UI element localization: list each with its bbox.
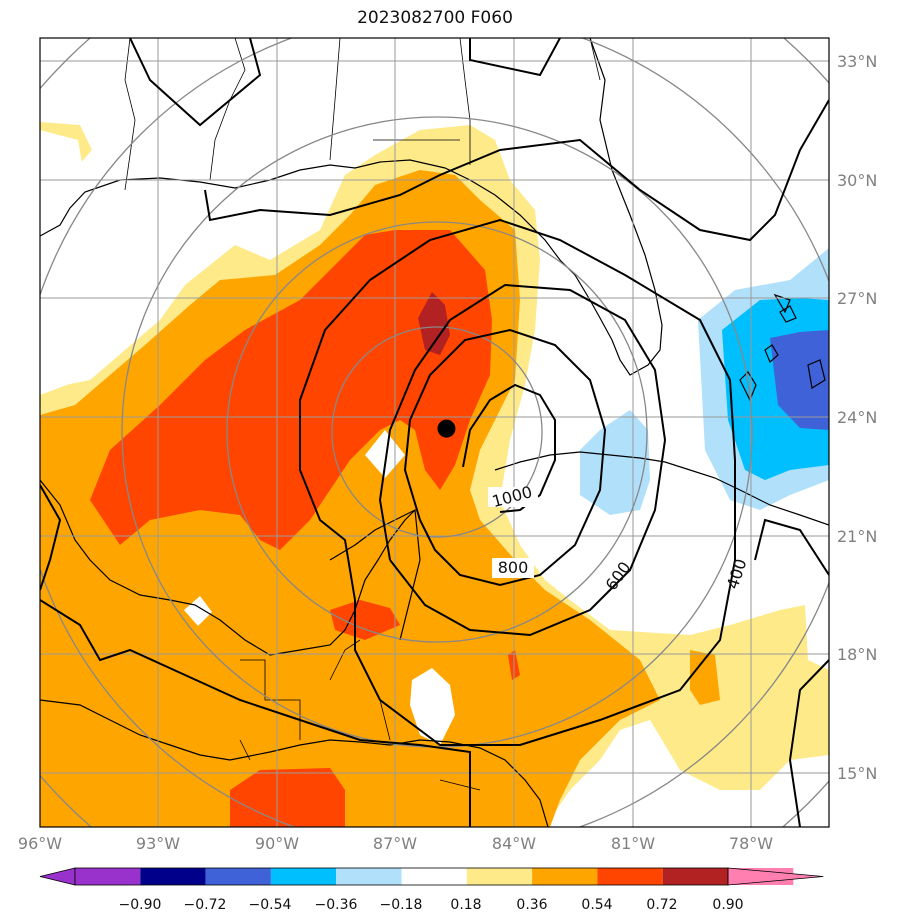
colorbar-segment bbox=[205, 868, 271, 885]
range-ring bbox=[331, 326, 543, 538]
colorbar-segment bbox=[662, 868, 728, 885]
contour-outer-west bbox=[40, 38, 561, 591]
lat-tick-label: 18°N bbox=[837, 645, 877, 664]
lon-tick-label: 87°W bbox=[373, 834, 417, 853]
fill-neg-054-band bbox=[770, 330, 829, 430]
colorbar-tick-label: 0.90 bbox=[712, 897, 743, 913]
fill-low-hole bbox=[40, 130, 455, 745]
contour-label-bg bbox=[488, 487, 538, 507]
contour-600 bbox=[378, 283, 667, 637]
coastlines bbox=[40, 38, 829, 827]
colorbar-segment bbox=[466, 868, 533, 885]
colorbar-tick-label: 0.36 bbox=[516, 897, 547, 913]
colorbar-segment bbox=[401, 868, 467, 885]
lat-tick-label: 33°N bbox=[837, 52, 877, 71]
central-america-coast bbox=[40, 699, 549, 827]
storm-center-marker bbox=[437, 419, 456, 438]
contour-400 bbox=[299, 218, 736, 746]
colorbar-segment bbox=[270, 868, 337, 885]
central-america-borders bbox=[239, 639, 481, 791]
colorbar-extend-low bbox=[39, 867, 76, 886]
colorbar bbox=[39, 867, 824, 886]
map-frame bbox=[39, 37, 830, 828]
colorbar-segment bbox=[140, 868, 206, 885]
yucatan-peninsula bbox=[329, 509, 421, 641]
colorbar-labels: −0.90 −0.72 −0.54 −0.36 −0.18 0.18 0.36 … bbox=[119, 897, 744, 913]
colorbar-tick-label: −0.54 bbox=[249, 897, 292, 913]
colorbar-frame bbox=[74, 867, 729, 886]
lon-tick-label: 84°W bbox=[492, 834, 536, 853]
lon-tick-label: 78°W bbox=[729, 834, 773, 853]
us-gulf-coast bbox=[40, 38, 663, 376]
colorbar-tick-label: −0.90 bbox=[119, 897, 162, 913]
lat-tick-labels: 33°N 30°N 27°N 24°N 21°N 18°N 15°N bbox=[837, 52, 877, 783]
colorbar-segment bbox=[75, 868, 141, 885]
figure-title: 2023082700 F060 bbox=[357, 8, 513, 28]
colorbar-tick-label: 0.18 bbox=[450, 897, 481, 913]
lon-tick-label: 90°W bbox=[255, 834, 299, 853]
colorbar-segment bbox=[532, 868, 598, 885]
colorbar-tick-label: −0.72 bbox=[184, 897, 227, 913]
lat-tick-label: 21°N bbox=[837, 527, 877, 546]
fill-090-band bbox=[418, 292, 450, 355]
contour-200 bbox=[40, 99, 829, 827]
contour-outer-east bbox=[754, 518, 829, 827]
lon-tick-label: 96°W bbox=[18, 834, 62, 853]
colorbar-tick-label: −0.18 bbox=[380, 897, 423, 913]
colorbar-tick-label: −0.36 bbox=[315, 897, 358, 913]
range-ring bbox=[226, 221, 648, 643]
lat-tick-label: 30°N bbox=[837, 171, 877, 190]
contour-label-800: 800 bbox=[498, 558, 529, 577]
contour-label-bg bbox=[492, 558, 534, 578]
bahamas-islands bbox=[739, 293, 826, 402]
fill-072-band bbox=[90, 230, 520, 827]
colorbar-segment bbox=[597, 868, 663, 885]
colorbar-segment bbox=[336, 868, 402, 885]
colorbar-tick-label: 0.72 bbox=[646, 897, 677, 913]
lat-tick-label: 27°N bbox=[837, 289, 877, 308]
lon-tick-labels: 96°W 93°W 90°W 87°W 84°W 81°W 78°W bbox=[18, 834, 773, 853]
lat-tick-label: 24°N bbox=[837, 408, 877, 427]
mexico-coast bbox=[40, 479, 416, 656]
lon-tick-label: 81°W bbox=[611, 834, 655, 853]
borders bbox=[124, 38, 601, 791]
cuba-coast bbox=[494, 451, 829, 526]
colorbar-tick-label: 0.54 bbox=[581, 897, 612, 913]
gridlines bbox=[40, 38, 829, 827]
lon-tick-label: 93°W bbox=[136, 834, 180, 853]
contour-800 bbox=[403, 328, 607, 587]
lat-tick-label: 15°N bbox=[837, 764, 877, 783]
height-contours bbox=[40, 38, 829, 827]
